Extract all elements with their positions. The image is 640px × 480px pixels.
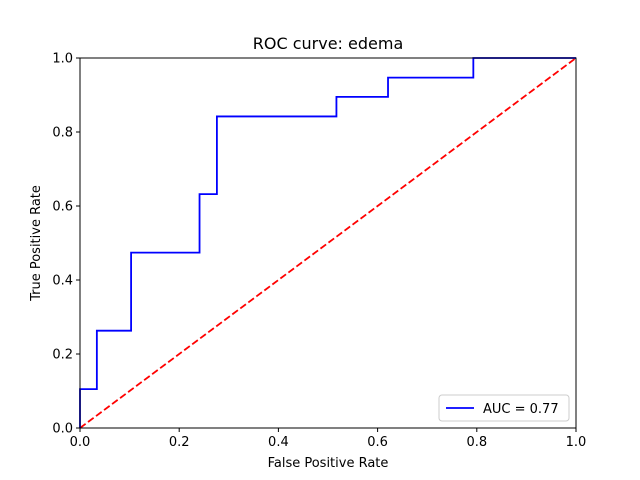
y-tick-label: 0.6 — [52, 200, 73, 215]
y-tick-label: 0.2 — [52, 348, 73, 363]
legend: AUC = 0.77 — [438, 394, 570, 422]
y-tick-label: 0.0 — [52, 422, 73, 437]
x-tick-label: 0.2 — [169, 435, 190, 450]
x-axis-ticks: 0.0 0.2 0.4 0.6 0.8 1.0 — [70, 428, 587, 450]
roc-curve-layer — [79, 57, 576, 428]
x-tick-label: 0.8 — [466, 435, 487, 450]
y-axis-ticks: 0.0 0.2 0.4 0.6 0.8 1.0 — [52, 52, 80, 437]
x-tick-label: 0.6 — [367, 435, 388, 450]
y-tick-label: 0.8 — [52, 126, 73, 141]
plot-frame — [79, 57, 577, 429]
legend-label-roc: AUC = 0.77 — [483, 402, 559, 417]
diagonal-reference-layer — [79, 57, 577, 429]
x-tick-label: 1.0 — [566, 435, 587, 450]
x-tick-label: 0.0 — [70, 435, 91, 450]
y-tick-label: 0.4 — [52, 274, 73, 289]
diagonal-reference-line — [79, 57, 577, 429]
legend-box — [438, 394, 570, 422]
y-tick-label: 1.0 — [52, 52, 73, 67]
y-axis-label: True Positive Rate — [29, 185, 44, 302]
x-tick-label: 0.4 — [268, 435, 289, 450]
chart-title: ROC curve: edema — [253, 34, 404, 53]
roc-curve-line — [79, 57, 576, 428]
x-axis-label: False Positive Rate — [268, 456, 389, 471]
